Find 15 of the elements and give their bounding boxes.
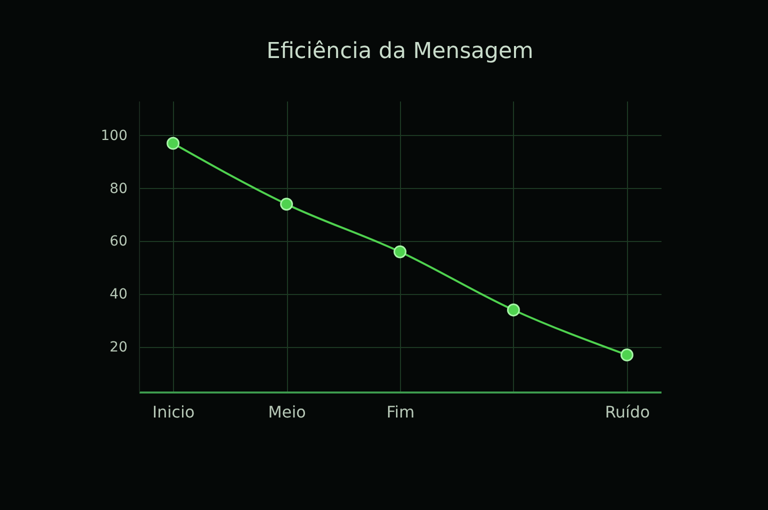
point: [394, 245, 406, 258]
x-tick-label: Inicio: [152, 402, 195, 422]
point: [620, 348, 634, 362]
y-tick-label: 20: [110, 340, 128, 356]
x-tick-label: Ruído: [604, 402, 650, 422]
x-tick-label: Fim: [386, 402, 415, 422]
point: [507, 304, 520, 316]
chart-title: Eficiência da Mensagem: [266, 39, 534, 64]
point: [280, 198, 293, 211]
point: [166, 136, 180, 150]
y-tick-label: 60: [110, 234, 128, 250]
y-tick-label: 80: [110, 180, 128, 197]
y-tick-label: 40: [110, 286, 128, 303]
x-tick-label: Meio: [268, 402, 306, 422]
y-tick-label: 100: [100, 128, 128, 144]
